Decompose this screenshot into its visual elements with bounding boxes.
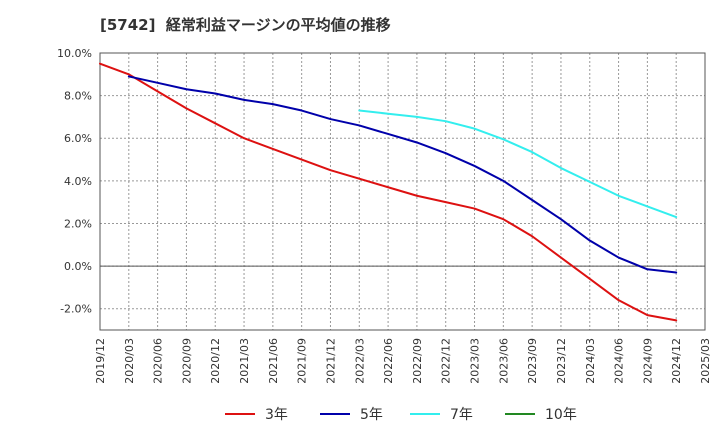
legend-label: 7年 (450, 407, 473, 423)
x-tick-label: 2025/03 (699, 338, 712, 384)
x-tick-label: 2024/12 (670, 338, 683, 384)
y-tick-label: 4.0% (64, 175, 92, 188)
x-tick-label: 2019/12 (94, 338, 107, 384)
y-tick-label: 0.0% (64, 260, 92, 273)
y-tick-label: 2.0% (64, 217, 92, 230)
x-tick-label: 2022/03 (353, 338, 366, 384)
plot-frame (99, 52, 706, 331)
x-tick-label: 2020/03 (123, 338, 136, 384)
x-tick-label: 2021/06 (267, 338, 280, 384)
y-tick-label: -2.0% (60, 303, 92, 316)
x-tick-label: 2024/06 (613, 338, 626, 384)
legend-label: 3年 (265, 407, 288, 423)
x-tick-label: 2021/12 (324, 338, 337, 384)
y-tick-label: 10.0% (57, 47, 92, 60)
chart-title: [5742] 経常利益マージンの平均値の推移 (100, 16, 391, 34)
x-tick-label: 2023/06 (497, 338, 510, 384)
x-tick-label: 2024/09 (641, 338, 654, 384)
x-tick-label: 2022/09 (411, 338, 424, 384)
x-tick-label: 2020/09 (180, 338, 193, 384)
series-line (358, 109, 678, 219)
x-tick-label: 2020/12 (209, 338, 222, 384)
x-tick-label: 2023/03 (469, 338, 482, 384)
y-tick-label: 8.0% (64, 90, 92, 103)
x-tick-label: 2020/06 (152, 338, 165, 384)
legend-label: 5年 (360, 407, 383, 423)
x-tick-label: 2022/06 (382, 338, 395, 384)
x-tick-label: 2023/12 (555, 338, 568, 384)
legend-label: 10年 (545, 407, 577, 423)
series-line (99, 62, 678, 322)
y-tick-label: 6.0% (64, 132, 92, 145)
x-tick-label: 2021/03 (238, 338, 251, 384)
x-tick-label: 2022/12 (440, 338, 453, 384)
x-tick-label: 2023/09 (526, 338, 539, 384)
x-tick-label: 2021/09 (296, 338, 309, 384)
x-tick-label: 2024/03 (584, 338, 597, 384)
series-line (127, 75, 678, 274)
